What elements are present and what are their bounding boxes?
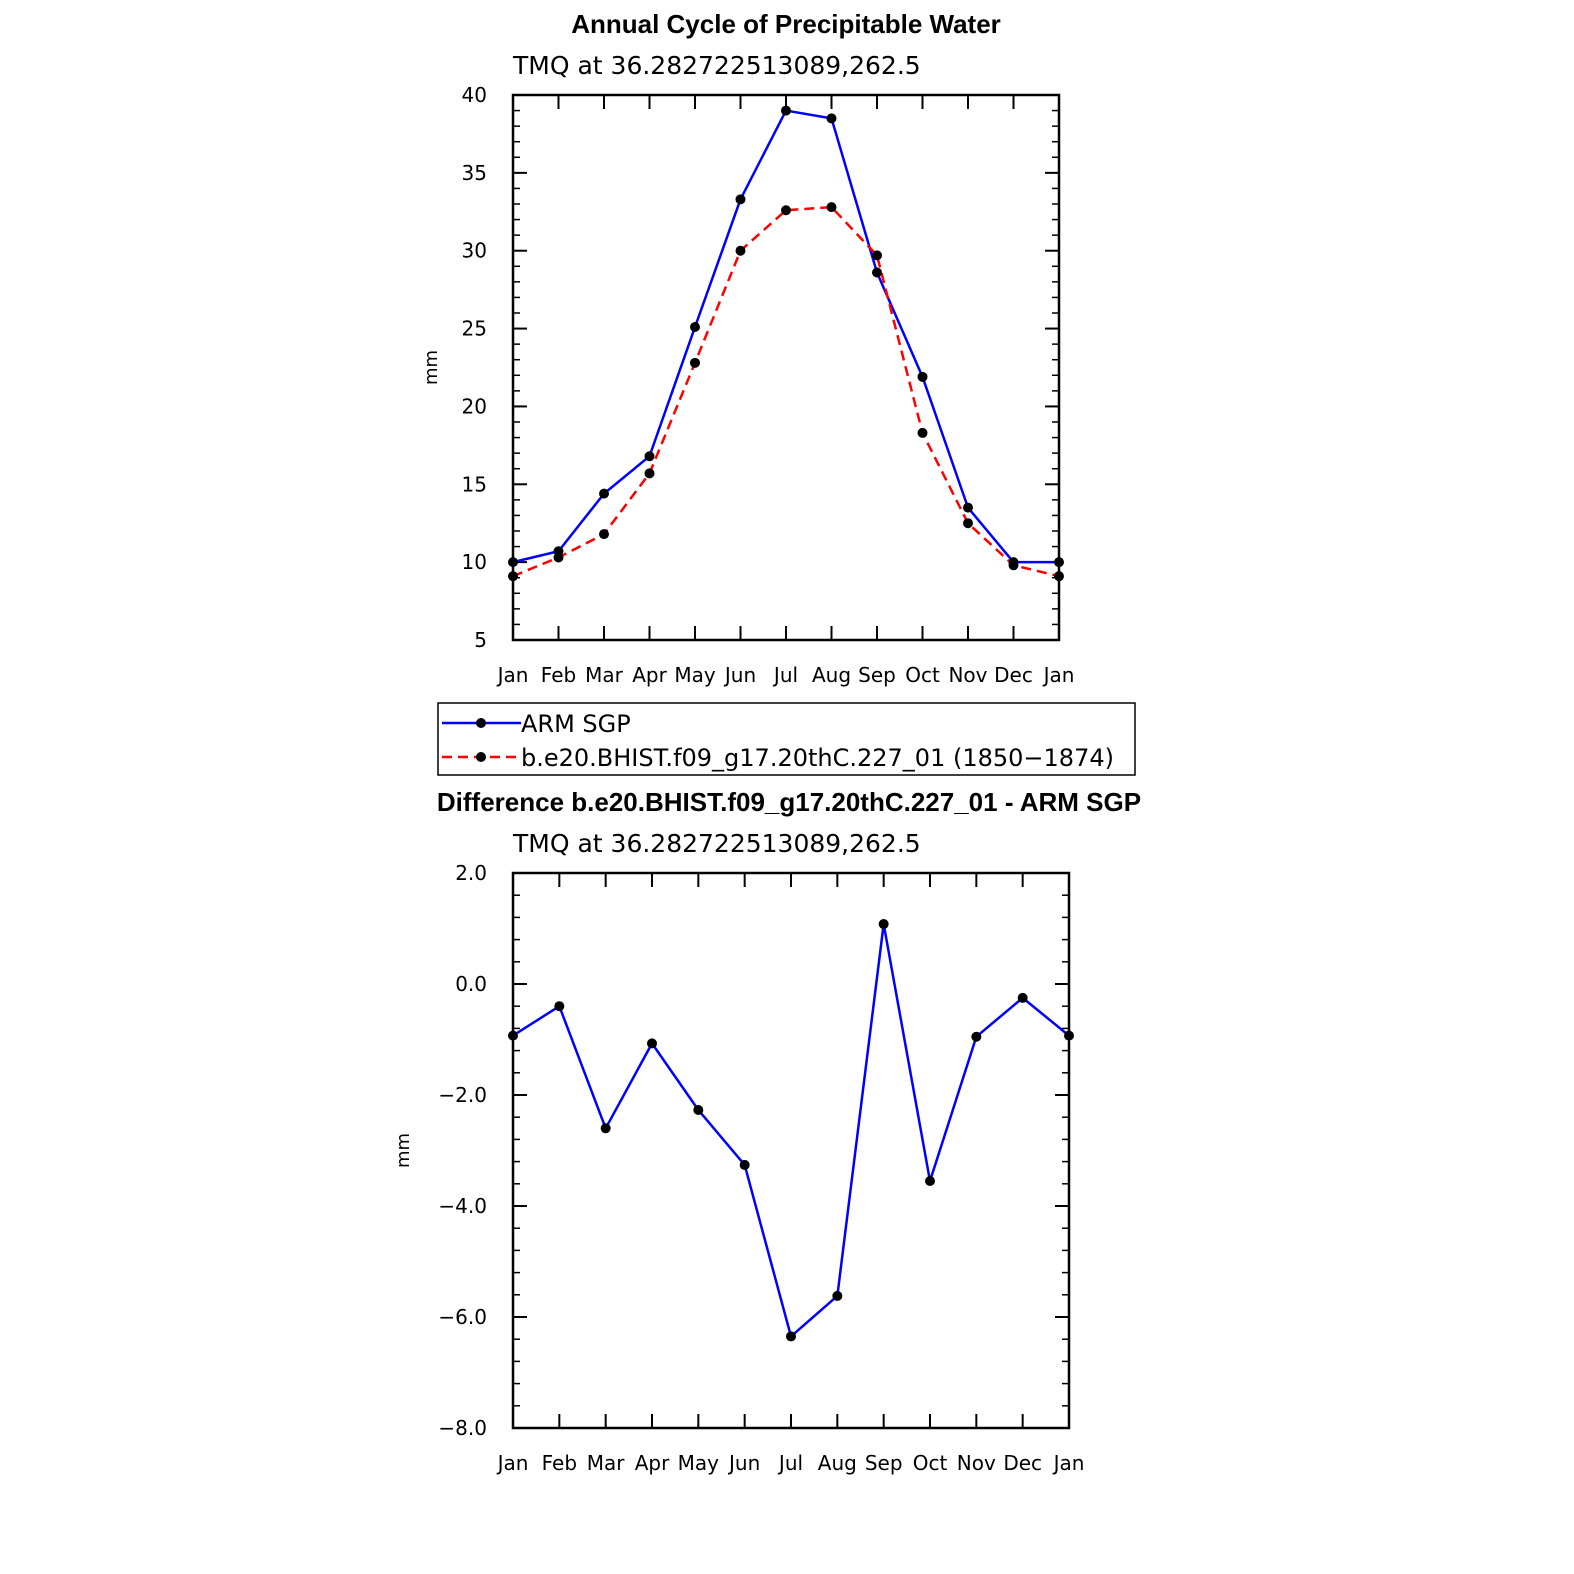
- series-0-point: [925, 1176, 935, 1187]
- x-tick-label: Aug: [812, 663, 851, 687]
- series-0-point: [971, 1031, 982, 1042]
- x-tick-label: Aug: [818, 1451, 857, 1475]
- x-tick-label: Sep: [858, 663, 896, 687]
- legend-box: [437, 702, 1136, 776]
- x-tick-label: Apr: [635, 1451, 670, 1475]
- series-line-1: [512, 205, 1060, 578]
- series-1-point: [599, 529, 609, 540]
- y-tick-label: 2.0: [455, 861, 487, 885]
- top-chart-title: Annual Cycle of Precipitable Water: [571, 9, 1001, 39]
- series-0-point: [508, 1030, 518, 1041]
- x-tick-label: Jun: [723, 663, 756, 687]
- series-0-point: [1017, 992, 1028, 1003]
- series-0-point: [693, 1104, 704, 1115]
- x-tick-label: Apr: [632, 663, 667, 687]
- plot-frame: [511, 871, 1071, 1430]
- series-0-point: [872, 267, 882, 278]
- x-tick-label: Dec: [994, 663, 1033, 687]
- y-tick-label: 20: [462, 394, 487, 418]
- x-tick-label: Mar: [585, 663, 624, 687]
- bottom-chart-title: Difference b.e20.BHIST.f09_g17.20thC.227…: [437, 787, 1141, 817]
- legend-label-arm: ARM SGP: [521, 710, 631, 738]
- y-tick-label: 5: [474, 628, 487, 652]
- y-tick-label: 15: [462, 472, 487, 496]
- y-axis-label: mm: [421, 350, 442, 385]
- series-0-point: [1064, 1030, 1074, 1041]
- series-0-point: [1054, 557, 1064, 568]
- x-tick-label: Dec: [1003, 1451, 1042, 1475]
- y-tick-label: 40: [462, 83, 487, 107]
- series-1-point: [690, 357, 700, 368]
- y-tick-label: 10: [462, 550, 487, 574]
- x-tick-label: Nov: [948, 663, 987, 687]
- x-tick-label: Jan: [496, 1451, 529, 1475]
- series-1-point: [508, 571, 518, 582]
- y-axis-label: mm: [393, 1133, 414, 1168]
- series-0-point: [644, 451, 655, 462]
- y-tick-label: 25: [462, 317, 487, 341]
- series-1-point: [1054, 571, 1064, 582]
- top-plot-area: 5 10 15 20 25 30 35 40 Jan Feb Mar Apr May Jun Jul Aug S…: [421, 83, 1074, 687]
- y-tick-label: 35: [462, 161, 487, 185]
- series-1-point: [781, 205, 791, 216]
- y-tick-label: 30: [462, 239, 487, 263]
- x-tick-label: Nov: [957, 1451, 996, 1475]
- x-tick-label: Oct: [905, 663, 940, 687]
- legend-label-model: b.e20.BHIST.f09_g17.20thC.227_01 (1850−1…: [521, 744, 1114, 772]
- legend-marker-model: [476, 752, 486, 762]
- series-0-point: [554, 1001, 565, 1012]
- series-1-point: [917, 427, 928, 438]
- x-tick-label: Jul: [777, 1451, 803, 1475]
- x-tick-label: Oct: [913, 1451, 948, 1475]
- series-0-point: [647, 1038, 657, 1049]
- series-1-point: [644, 468, 655, 479]
- x-tick-label: Jul: [772, 663, 798, 687]
- series-1-point: [735, 245, 746, 256]
- series-0-point: [690, 322, 700, 333]
- legend-marker-arm: [476, 718, 486, 728]
- series-0-point: [739, 1159, 750, 1170]
- x-tick-label: Jun: [727, 1451, 760, 1475]
- series-0-point: [735, 194, 746, 205]
- y-tick-label: −2.0: [438, 1083, 487, 1107]
- y-tick-label: 0.0: [455, 972, 487, 996]
- series-0-point: [508, 557, 518, 568]
- legend: ARM SGP b.e20.BHIST.f09_g17.20thC.227_01…: [437, 702, 1136, 776]
- series-1-point: [872, 250, 882, 261]
- series-0-point: [832, 1290, 843, 1301]
- top-panel: Annual Cycle of Precipitable Water TMQ a…: [421, 9, 1074, 687]
- x-tick-label: Feb: [542, 1451, 577, 1475]
- x-tick-label: Jan: [1052, 1451, 1085, 1475]
- series-1-point: [553, 552, 564, 563]
- y-tick-label: −4.0: [438, 1194, 487, 1218]
- x-tick-label: Mar: [587, 1451, 626, 1475]
- y-tick-label: −6.0: [438, 1305, 487, 1329]
- series-0-point: [878, 919, 889, 930]
- series-0-point: [599, 488, 609, 499]
- series-line-0: [512, 109, 1059, 564]
- x-tick-label: May: [674, 663, 716, 687]
- series-0-point: [917, 371, 928, 382]
- series-1-point: [1008, 560, 1019, 571]
- series-1-point: [826, 202, 837, 213]
- y-tick-label: −8.0: [438, 1416, 487, 1440]
- top-chart-subtitle: TMQ at 36.282722513089,262.5: [512, 51, 921, 80]
- series-line-0: [512, 922, 1070, 1338]
- x-tick-label: Jan: [496, 663, 529, 687]
- bottom-chart-subtitle: TMQ at 36.282722513089,262.5: [512, 829, 921, 858]
- x-tick-label: May: [678, 1451, 720, 1475]
- series-0-point: [963, 502, 973, 513]
- series-0-point: [781, 105, 791, 116]
- x-tick-label: Sep: [865, 1451, 903, 1475]
- x-tick-label: Feb: [541, 663, 576, 687]
- series-0-point: [826, 113, 837, 124]
- x-tick-label: Jan: [1042, 663, 1075, 687]
- plot-frame: [511, 93, 1061, 642]
- series-0-point: [600, 1123, 611, 1134]
- series-1-point: [963, 518, 973, 529]
- series-0-point: [786, 1331, 796, 1342]
- bottom-panel: Difference b.e20.BHIST.f09_g17.20thC.227…: [393, 787, 1141, 1475]
- bottom-plot-area: 2.0 0.0 −2.0 −4.0 −6.0 −8.0 Jan Feb Mar Apr May Jun…: [393, 861, 1084, 1475]
